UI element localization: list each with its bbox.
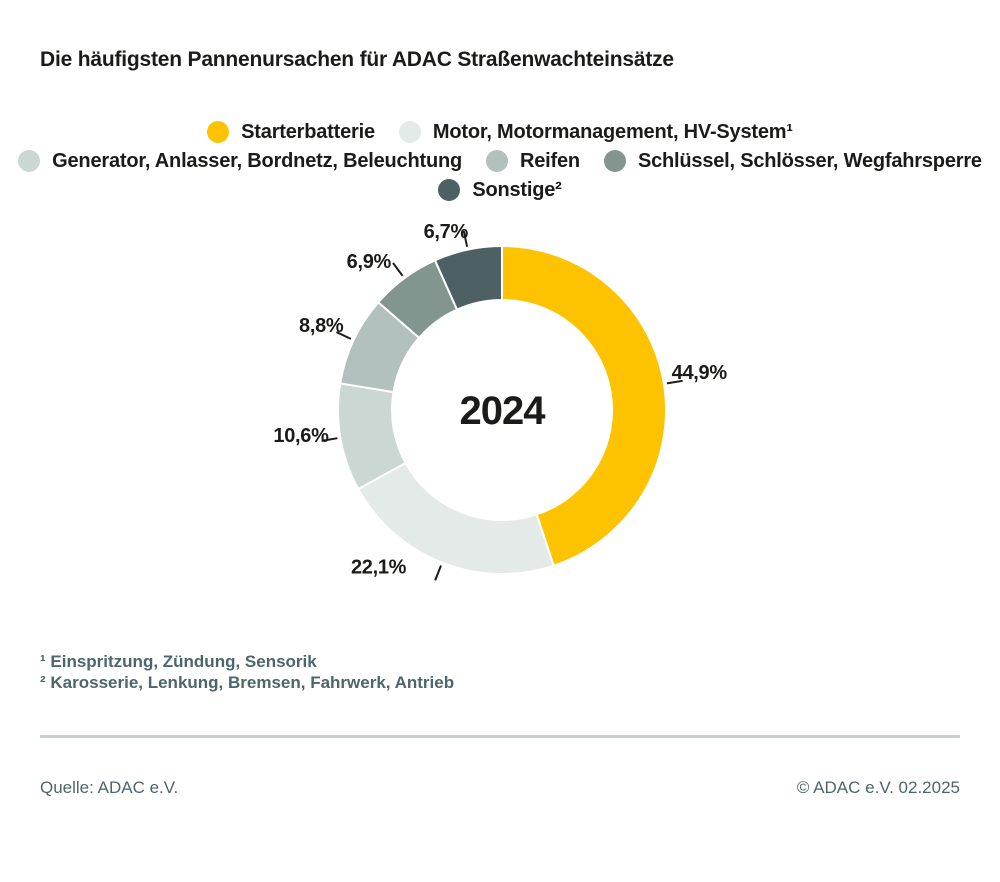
copyright-text: © ADAC e.V. 02.2025 — [796, 778, 960, 797]
legend-dot-reifen-icon — [486, 150, 508, 172]
label-leader-3 — [335, 331, 352, 340]
legend-label: Schlüssel, Schlösser, Wegfahrsperre — [637, 149, 982, 172]
divider-line — [40, 735, 960, 738]
label-leader-1 — [434, 565, 442, 581]
footnotes: ¹ Einspritzung, Zündung, Sensorik ² Karo… — [40, 651, 454, 693]
legend-item-motor: Motor, Motormanagement, HV-System¹ — [398, 120, 793, 144]
donut-center-year: 2024 — [460, 389, 547, 433]
legend-dot-generator-icon — [18, 150, 41, 172]
page-title: Die häufigsten Pannenursachen für ADAC S… — [40, 48, 674, 71]
legend-row-1: Starterbatterie Motor, Motormanagement, … — [207, 118, 793, 146]
slice-label-3: 8,8% — [299, 315, 344, 337]
footnote-2: ² Karosserie, Lenkung, Bremsen, Fahrwerk… — [40, 673, 455, 692]
label-leader-5 — [462, 230, 469, 247]
legend-dot-sonstige-icon — [438, 179, 461, 201]
source-text: Quelle: ADAC e.V. — [40, 778, 179, 797]
footer: Quelle: ADAC e.V. © ADAC e.V. 02.2025 — [40, 778, 960, 798]
legend-label: Sonstige² — [472, 178, 562, 201]
legend-label: Motor, Motormanagement, HV-System¹ — [432, 120, 793, 143]
footnote-1: ¹ Einspritzung, Zündung, Sensorik — [40, 652, 317, 671]
label-leader-4 — [392, 262, 404, 277]
legend-row-2: Generator, Anlasser, Bordnetz, Beleuchtu… — [18, 147, 982, 175]
legend-dot-schluessel-icon — [603, 150, 626, 172]
legend-item-starterbatterie: Starterbatterie — [207, 121, 375, 144]
legend-dot-starterbatterie-icon — [207, 121, 230, 143]
donut-slice-0 — [501, 244, 667, 567]
donut-chart: 44,9% 22,1% 10,6% 8,8% 6,9% 6,7% 2024 — [273, 221, 728, 581]
slice-label-5: 6,7% — [424, 221, 469, 243]
donut-slice-5 — [433, 244, 503, 311]
chart-area: 44,9% 22,1% 10,6% 8,8% 6,9% 6,7% 2024 — [0, 195, 1000, 665]
legend-item-schluessel: Schlüssel, Schlösser, Wegfahrsperre — [603, 149, 982, 173]
slice-label-4: 6,9% — [347, 251, 392, 273]
legend-dot-motor-icon — [398, 121, 421, 143]
label-leader-2 — [321, 437, 338, 442]
legend-row-3: Sonstige² — [438, 176, 562, 204]
label-leader-0 — [666, 379, 683, 385]
slice-label-1: 22,1% — [351, 556, 407, 578]
slice-label-2: 10,6% — [273, 425, 329, 447]
legend-label: Reifen — [520, 149, 580, 172]
slice-label-0: 44,9% — [672, 362, 728, 384]
legend-item-sonstige: Sonstige² — [438, 178, 562, 202]
legend-label: Starterbatterie — [241, 120, 375, 143]
legend-item-reifen: Reifen — [486, 150, 580, 173]
legend-label: Generator, Anlasser, Bordnetz, Beleuchtu… — [52, 149, 462, 172]
chart-legend: Starterbatterie Motor, Motormanagement, … — [0, 118, 1000, 204]
legend-item-generator: Generator, Anlasser, Bordnetz, Beleuchtu… — [18, 150, 462, 173]
